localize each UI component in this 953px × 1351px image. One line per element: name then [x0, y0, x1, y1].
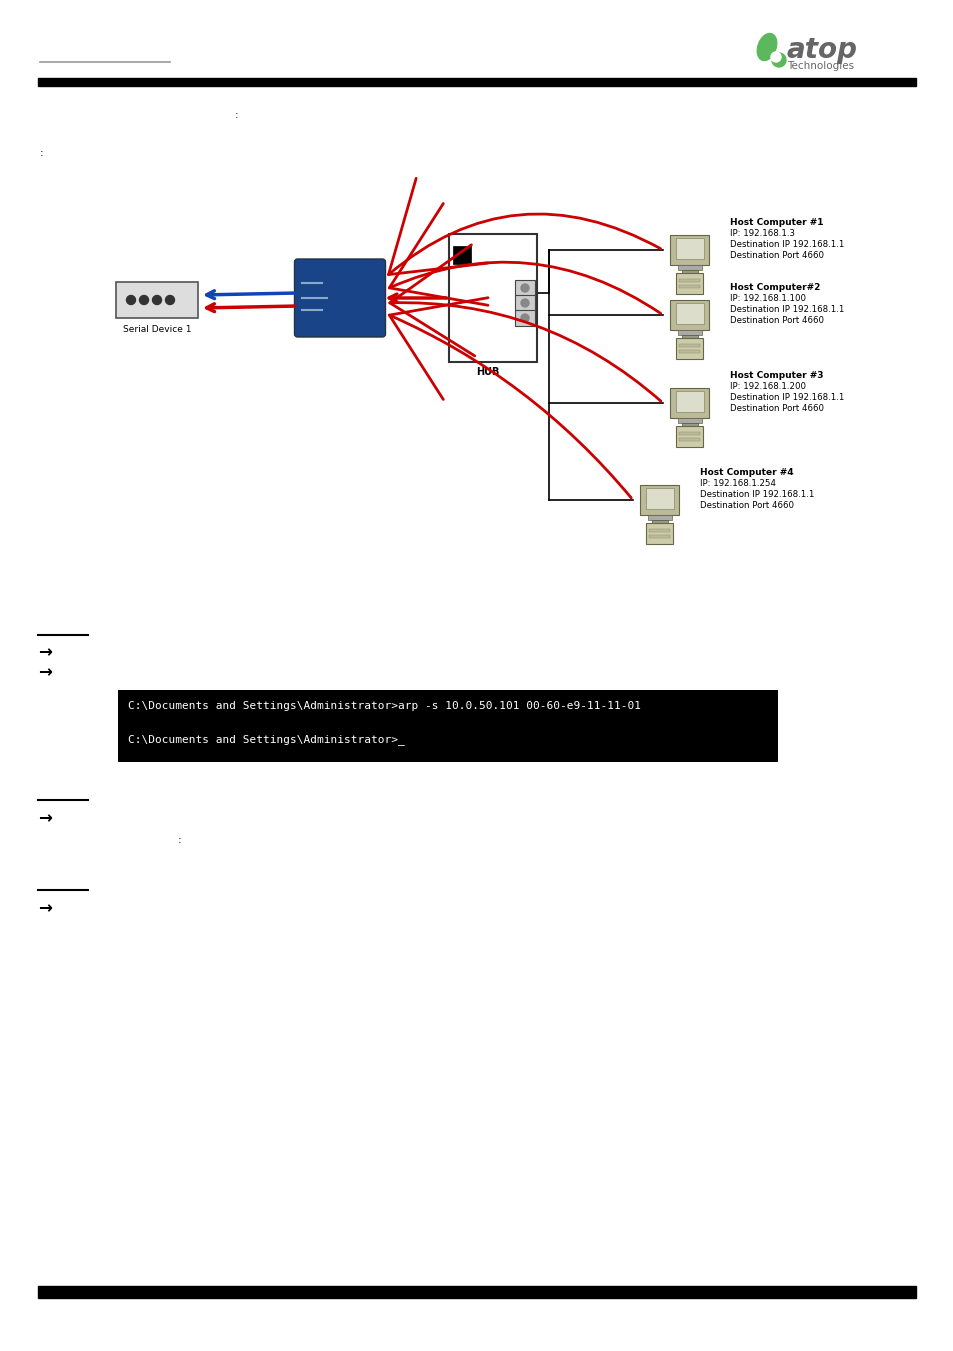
- Bar: [675, 238, 703, 259]
- Text: Destination IP 192.168.1.1: Destination IP 192.168.1.1: [729, 240, 843, 249]
- Text: IP: 192.168.1.3: IP: 192.168.1.3: [729, 230, 794, 238]
- Ellipse shape: [771, 53, 785, 68]
- Bar: [670, 388, 709, 417]
- Bar: [647, 515, 671, 520]
- Bar: [118, 690, 778, 762]
- FancyArrowPatch shape: [388, 178, 659, 274]
- Bar: [646, 523, 673, 544]
- Bar: [675, 390, 703, 412]
- Bar: [645, 488, 674, 509]
- Bar: [116, 282, 198, 317]
- Bar: [38, 78, 915, 86]
- Bar: [675, 303, 703, 324]
- Text: Technologies: Technologies: [786, 61, 853, 72]
- Bar: [678, 417, 701, 423]
- Circle shape: [520, 313, 529, 322]
- Circle shape: [139, 296, 149, 304]
- Text: :: :: [40, 149, 44, 158]
- Bar: [515, 295, 535, 311]
- Bar: [679, 285, 700, 288]
- Bar: [38, 1286, 915, 1298]
- Bar: [679, 345, 700, 347]
- Bar: [515, 309, 535, 326]
- Bar: [679, 432, 700, 435]
- Bar: [453, 246, 471, 263]
- Bar: [678, 330, 701, 335]
- Text: Destination IP 192.168.1.1: Destination IP 192.168.1.1: [729, 305, 843, 313]
- Bar: [679, 280, 700, 282]
- Text: HUB: HUB: [476, 367, 499, 377]
- FancyBboxPatch shape: [294, 259, 385, 336]
- Text: Host Computer #1: Host Computer #1: [729, 218, 822, 227]
- Text: IP: 192.168.1.200: IP: 192.168.1.200: [729, 382, 805, 390]
- Text: Serial Device 1: Serial Device 1: [123, 326, 191, 335]
- Circle shape: [165, 296, 174, 304]
- Text: Destination Port 4660: Destination Port 4660: [700, 501, 793, 509]
- Bar: [676, 338, 702, 359]
- Text: Destination Port 4660: Destination Port 4660: [729, 251, 823, 259]
- Bar: [515, 280, 535, 296]
- Circle shape: [127, 296, 135, 304]
- Text: Destination IP 192.168.1.1: Destination IP 192.168.1.1: [700, 490, 814, 499]
- Bar: [651, 520, 667, 523]
- Text: IP: 192.168.1.254: IP: 192.168.1.254: [700, 480, 775, 488]
- Circle shape: [152, 296, 161, 304]
- Text: Destination Port 4660: Destination Port 4660: [729, 316, 823, 326]
- Bar: [678, 265, 701, 269]
- FancyArrowPatch shape: [389, 297, 631, 499]
- Circle shape: [520, 299, 529, 307]
- Bar: [681, 335, 698, 338]
- Bar: [676, 427, 702, 447]
- Text: Host Computer#2: Host Computer#2: [729, 282, 820, 292]
- Text: Host Computer #3: Host Computer #3: [729, 372, 822, 380]
- Text: Destination IP 192.168.1.1: Destination IP 192.168.1.1: [729, 393, 843, 403]
- FancyArrowPatch shape: [390, 245, 660, 401]
- Bar: [681, 423, 698, 427]
- Text: →: →: [38, 809, 51, 827]
- Ellipse shape: [757, 34, 776, 61]
- Text: →: →: [38, 663, 51, 681]
- Text: :: :: [178, 835, 181, 844]
- Circle shape: [520, 284, 529, 292]
- Text: Host Computer #4: Host Computer #4: [700, 467, 793, 477]
- Bar: [649, 530, 670, 532]
- Bar: [449, 234, 537, 362]
- Text: Destination Port 4660: Destination Port 4660: [729, 404, 823, 413]
- Bar: [676, 273, 702, 295]
- Bar: [649, 535, 670, 538]
- Text: atop: atop: [786, 36, 857, 63]
- FancyArrowPatch shape: [207, 290, 294, 299]
- Text: C:\Documents and Settings\Administrator>_: C:\Documents and Settings\Administrator>…: [128, 735, 404, 746]
- Bar: [681, 269, 698, 273]
- Text: C:\Documents and Settings\Administrator>arp -s 10.0.50.101 00-60-e9-11-11-01: C:\Documents and Settings\Administrator>…: [128, 701, 640, 711]
- Bar: [639, 485, 679, 515]
- Text: →: →: [38, 898, 51, 917]
- Bar: [679, 350, 700, 353]
- FancyArrowPatch shape: [389, 295, 446, 301]
- Text: :: :: [234, 109, 238, 120]
- Text: →: →: [38, 643, 51, 661]
- FancyArrowPatch shape: [207, 304, 294, 312]
- Circle shape: [770, 51, 781, 62]
- Bar: [670, 300, 709, 330]
- FancyArrowPatch shape: [389, 204, 660, 313]
- Bar: [670, 235, 709, 265]
- Text: IP: 192.168.1.100: IP: 192.168.1.100: [729, 295, 805, 303]
- Bar: [679, 438, 700, 442]
